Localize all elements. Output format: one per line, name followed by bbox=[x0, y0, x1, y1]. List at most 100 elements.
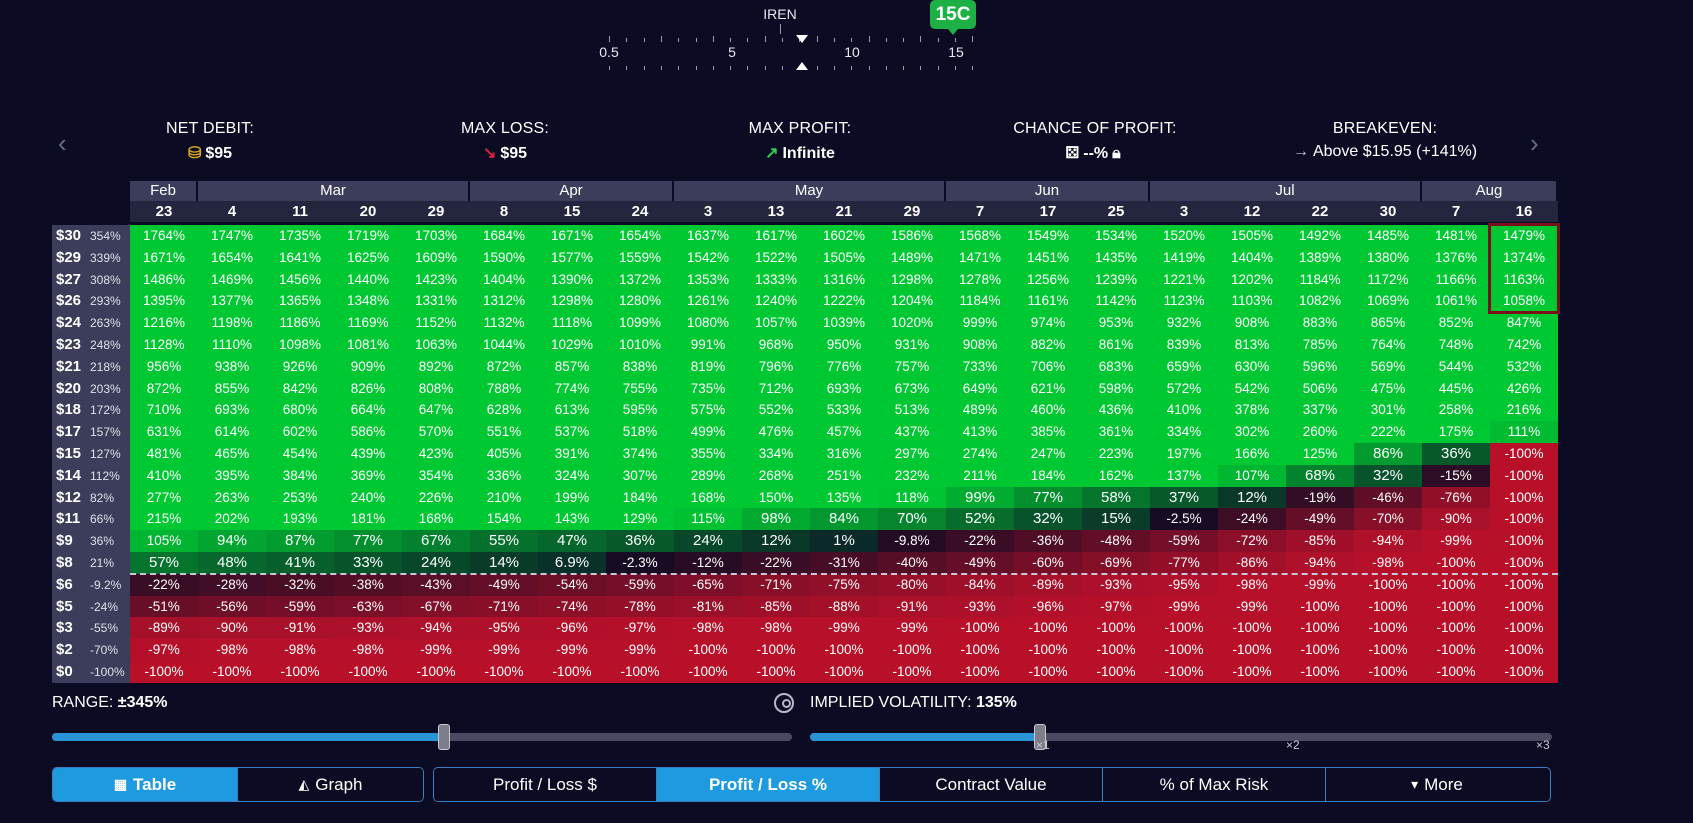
table-cell[interactable]: -65% bbox=[674, 573, 742, 596]
table-cell[interactable]: 1419% bbox=[1150, 246, 1218, 269]
table-cell[interactable]: 706% bbox=[1014, 355, 1082, 378]
table-cell[interactable]: 150% bbox=[742, 486, 810, 509]
table-cell[interactable]: -88% bbox=[810, 595, 878, 618]
table-cell[interactable]: 735% bbox=[674, 377, 742, 400]
table-cell[interactable]: 1423% bbox=[402, 268, 470, 291]
table-cell[interactable]: 384% bbox=[266, 464, 334, 487]
table-cell[interactable]: 1082% bbox=[1286, 290, 1354, 313]
table-cell[interactable]: -100% bbox=[1490, 573, 1558, 596]
table-cell[interactable]: 1333% bbox=[742, 268, 810, 291]
table-cell[interactable]: 532% bbox=[1490, 355, 1558, 378]
table-cell[interactable]: 1298% bbox=[538, 290, 606, 313]
table-cell[interactable]: -49% bbox=[470, 573, 538, 596]
table-cell[interactable]: 586% bbox=[334, 421, 402, 443]
table-cell[interactable]: 24% bbox=[674, 530, 742, 552]
table-cell[interactable]: 664% bbox=[334, 399, 402, 422]
table-cell[interactable]: 1590% bbox=[470, 246, 538, 269]
table-cell[interactable]: 457% bbox=[810, 421, 878, 443]
table-cell[interactable]: 1161% bbox=[1014, 290, 1082, 313]
table-cell[interactable]: -24% bbox=[1218, 508, 1286, 531]
prev-arrow-icon[interactable]: ‹ bbox=[58, 128, 67, 158]
table-cell[interactable]: 598% bbox=[1082, 377, 1150, 400]
table-cell[interactable]: 1240% bbox=[742, 290, 810, 313]
table-cell[interactable]: 796% bbox=[742, 355, 810, 378]
table-cell[interactable]: -100% bbox=[1490, 530, 1558, 552]
table-cell[interactable]: 1684% bbox=[470, 225, 538, 247]
table-cell[interactable]: 1404% bbox=[1218, 246, 1286, 269]
table-cell[interactable]: 32% bbox=[1354, 464, 1422, 487]
table-cell[interactable]: -100% bbox=[402, 661, 470, 683]
table-cell[interactable]: 84% bbox=[810, 508, 878, 531]
table-cell[interactable]: 1280% bbox=[606, 290, 674, 313]
table-cell[interactable]: 337% bbox=[1286, 399, 1354, 422]
table-cell[interactable]: -67% bbox=[402, 595, 470, 618]
table-cell[interactable]: -19% bbox=[1286, 486, 1354, 509]
table-cell[interactable]: -60% bbox=[1014, 552, 1082, 574]
table-cell[interactable]: 628% bbox=[470, 399, 538, 422]
table-cell[interactable]: 247% bbox=[1014, 443, 1082, 465]
table-cell[interactable]: 481% bbox=[130, 443, 198, 465]
table-cell[interactable]: -49% bbox=[1286, 508, 1354, 531]
table-cell[interactable]: 52% bbox=[946, 508, 1014, 531]
table-cell[interactable]: -80% bbox=[878, 573, 946, 596]
table-cell[interactable]: 1404% bbox=[470, 268, 538, 291]
table-cell[interactable]: 107% bbox=[1218, 464, 1286, 487]
table-cell[interactable]: 1098% bbox=[266, 334, 334, 356]
table-cell[interactable]: 826% bbox=[334, 377, 402, 400]
table-cell[interactable]: -63% bbox=[334, 595, 402, 618]
table-cell[interactable]: 673% bbox=[878, 377, 946, 400]
more-button[interactable]: ▾ More bbox=[1326, 768, 1548, 801]
table-cell[interactable]: -100% bbox=[1014, 617, 1082, 640]
table-cell[interactable]: -91% bbox=[878, 595, 946, 618]
table-cell[interactable]: 1221% bbox=[1150, 268, 1218, 291]
table-cell[interactable]: 852% bbox=[1422, 312, 1490, 334]
table-cell[interactable]: -100% bbox=[130, 661, 198, 683]
table-cell[interactable]: -100% bbox=[470, 661, 538, 683]
table-cell[interactable]: -85% bbox=[742, 595, 810, 618]
table-cell[interactable]: 437% bbox=[878, 421, 946, 443]
selected-strike-badge[interactable]: 15C bbox=[930, 0, 976, 35]
table-cell[interactable]: 712% bbox=[742, 377, 810, 400]
table-cell[interactable]: 813% bbox=[1218, 334, 1286, 356]
table-cell[interactable]: 1505% bbox=[810, 246, 878, 269]
table-cell[interactable]: 316% bbox=[810, 443, 878, 465]
table-cell[interactable]: 193% bbox=[266, 508, 334, 531]
table-cell[interactable]: 872% bbox=[470, 355, 538, 378]
table-cell[interactable]: 334% bbox=[1150, 421, 1218, 443]
table-cell[interactable]: 260% bbox=[1286, 421, 1354, 443]
table-cell[interactable]: 513% bbox=[878, 399, 946, 422]
table-cell[interactable]: 956% bbox=[130, 355, 198, 378]
table-cell[interactable]: 105% bbox=[130, 530, 198, 552]
table-cell[interactable]: 143% bbox=[538, 508, 606, 531]
table-cell[interactable]: 68% bbox=[1286, 464, 1354, 487]
table-cell[interactable]: 1522% bbox=[742, 246, 810, 269]
table-cell[interactable]: 1353% bbox=[674, 268, 742, 291]
table-cell[interactable]: 1057% bbox=[742, 312, 810, 334]
table-cell[interactable]: 129% bbox=[606, 508, 674, 531]
table-cell[interactable]: -89% bbox=[1014, 573, 1082, 596]
table-cell[interactable]: 1058% bbox=[1490, 290, 1558, 313]
table-cell[interactable]: -77% bbox=[1150, 552, 1218, 574]
table-cell[interactable]: 839% bbox=[1150, 334, 1218, 356]
table-cell[interactable]: -100% bbox=[1490, 443, 1558, 465]
table-cell[interactable]: 77% bbox=[334, 530, 402, 552]
table-cell[interactable]: 135% bbox=[810, 486, 878, 509]
table-cell[interactable]: 872% bbox=[130, 377, 198, 400]
table-cell[interactable]: -99% bbox=[1218, 595, 1286, 618]
table-cell[interactable]: 537% bbox=[538, 421, 606, 443]
table-cell[interactable]: -100% bbox=[810, 661, 878, 683]
table-cell[interactable]: 1123% bbox=[1150, 290, 1218, 313]
table-cell[interactable]: 838% bbox=[606, 355, 674, 378]
table-cell[interactable]: -97% bbox=[606, 617, 674, 640]
table-cell[interactable]: 301% bbox=[1354, 399, 1422, 422]
table-cell[interactable]: -95% bbox=[1150, 573, 1218, 596]
table-cell[interactable]: 883% bbox=[1286, 312, 1354, 334]
table-cell[interactable]: -100% bbox=[1490, 639, 1558, 661]
table-cell[interactable]: -100% bbox=[1082, 639, 1150, 661]
strike-selector[interactable]: IREN 15C 0.5 5 10 15 bbox=[590, 0, 1010, 80]
table-cell[interactable]: 111% bbox=[1490, 421, 1558, 443]
table-cell[interactable]: 41% bbox=[266, 552, 334, 574]
table-cell[interactable]: -100% bbox=[878, 639, 946, 661]
table-cell[interactable]: 1044% bbox=[470, 334, 538, 356]
table-cell[interactable]: 1029% bbox=[538, 334, 606, 356]
